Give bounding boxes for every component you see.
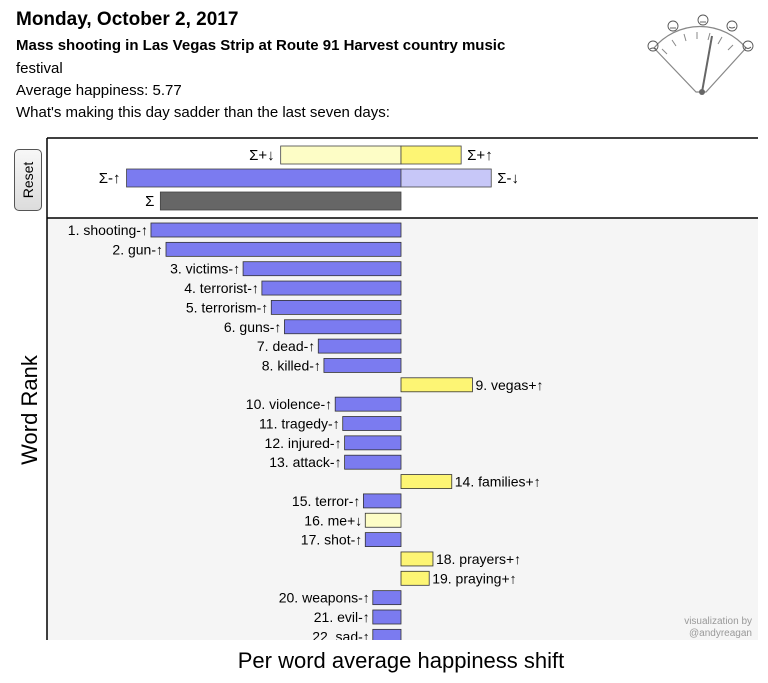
event-title-continued: festival [16,60,63,77]
word-bar-label: 1. shooting-↑ [68,222,148,238]
happiness-gauge-icon [647,14,754,95]
words-panel-bg [47,218,758,640]
word-bar-label: 6. guns-↑ [224,319,282,335]
summary-bar [280,145,402,165]
summary-bar-label: Σ-↓ [497,170,519,187]
word-bar [362,493,402,509]
word-bar-label: 20. weapons-↑ [279,590,370,606]
shift-question: What's making this day sadder than the l… [16,104,390,121]
word-bar [261,280,402,296]
word-bar-label: 14. families+↑ [455,474,541,490]
summary-bar-label: Σ-↑ [99,170,121,187]
word-bar [400,377,473,393]
event-title: Mass shooting in Las Vegas Strip at Rout… [16,37,506,54]
word-bar [150,222,402,238]
word-bar [364,512,402,528]
word-bar-label: 8. killed-↑ [262,357,321,373]
reset-button[interactable]: Reset [14,149,42,211]
summary-bar-label: Σ+↑ [467,147,493,164]
word-bar [317,338,402,354]
word-bar-label: 7. dead-↑ [257,338,315,354]
chart-frame [46,137,758,640]
summary-bar [400,168,492,188]
word-bar-label: 11. tragedy-↑ [259,416,340,432]
word-bar-label: 4. terrorist-↑ [184,280,259,296]
word-bar-label: 18. prayers+↑ [436,551,521,567]
x-axis-label: Per word average happiness shift [237,648,565,673]
word-bar-label: 2. gun-↑ [112,241,163,257]
summary-bar [159,191,402,211]
word-bar [242,261,402,277]
summary-bars: Σ+↓ Σ+↑ Σ-↑ Σ-↓ Σ [99,145,519,211]
summary-bar [400,145,462,165]
word-bar-label: 12. injured-↑ [265,435,342,451]
summary-bar [126,168,402,188]
word-bar [270,299,402,315]
word-bar [372,609,402,625]
word-bar [364,532,402,547]
word-bar-label: 19. praying+↑ [432,570,516,586]
credit-line-2: @andyreagan [689,628,752,639]
average-happiness: Average happiness: 5.77 [16,82,182,99]
word-bar [334,396,402,412]
word-bar-label: 9. vegas+↑ [475,377,543,393]
summary-bar-label: Σ [145,193,154,210]
word-bar-label: 10. violence-↑ [246,396,332,412]
word-bar-label: 15. terror-↑ [292,493,360,509]
word-bar [284,319,402,335]
word-bar-label: 3. victims-↑ [170,261,240,277]
word-bar [342,416,402,431]
word-bar-label: 5. terrorism-↑ [186,299,268,315]
word-bar [344,454,402,470]
word-bar [372,628,402,640]
word-bar-label: 13. attack-↑ [269,454,341,470]
word-bar-label: 16. me+↓ [304,512,362,528]
word-bar-label: 17. shot-↑ [301,532,362,548]
credit-line-1: visualization by [684,616,752,627]
y-axis-label: Word Rank [17,354,42,465]
reset-button-label: Reset [20,161,36,199]
word-bar [400,570,430,586]
summary-bar-label: Σ+↓ [249,147,275,164]
word-bar [323,358,402,373]
word-bar [165,241,402,257]
word-bars: 1. shooting-↑ 2. gun-↑ 3. victims-↑ 4. terr… [68,222,544,644]
page-title: Monday, October 2, 2017 [16,9,239,30]
word-bar-label: 21. evil-↑ [314,609,370,625]
word-bar [372,590,402,606]
word-bar [344,435,402,451]
word-bar-label: 22. sad-↑ [312,628,370,644]
word-bar [400,551,434,567]
word-bar [400,474,453,489]
